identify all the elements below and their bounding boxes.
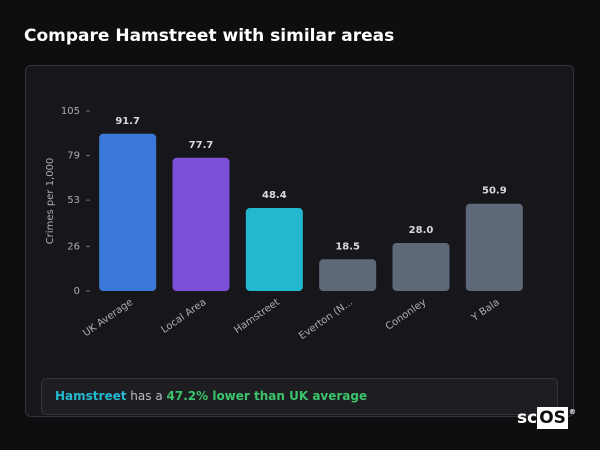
value-label: 77.7	[189, 140, 214, 151]
x-tick-label: Y Bala	[469, 297, 502, 324]
bar	[319, 259, 377, 291]
y-tick-label: 0	[74, 286, 80, 297]
summary-highlight: 47.2% lower than UK average	[166, 389, 368, 403]
summary: Hamstreet has a 47.2% lower than UK aver…	[41, 378, 558, 415]
y-tick-label: 105	[61, 106, 80, 117]
bar	[99, 133, 157, 291]
y-axis-label: Crimes per 1,000	[45, 158, 56, 245]
y-tick-label: 53	[67, 195, 80, 206]
bar	[465, 203, 523, 291]
value-label: 28.0	[409, 225, 434, 236]
logo-boxed: OS	[537, 407, 568, 429]
logo: sc OS ®	[517, 407, 576, 429]
page-title: Compare Hamstreet with similar areas	[24, 26, 395, 46]
value-label: 91.7	[115, 116, 140, 127]
value-label: 48.4	[262, 190, 287, 201]
x-tick-label: Local Area	[159, 297, 208, 336]
summary-text: has a	[130, 389, 163, 403]
summary-area: Hamstreet	[55, 389, 127, 403]
bar	[172, 157, 230, 291]
logo-mark: ®	[568, 408, 576, 416]
x-tick-label: UK Average	[81, 297, 135, 339]
bar	[392, 243, 450, 291]
bar	[245, 208, 303, 291]
y-tick-label: 26	[67, 241, 80, 252]
x-tick-label: Cononley	[384, 297, 429, 333]
value-label: 18.5	[335, 241, 360, 252]
x-tick-label: Hamstreet	[232, 297, 281, 336]
y-tick-label: 79	[67, 151, 80, 162]
logo-prefix: sc	[517, 408, 538, 428]
x-tick-label: Everton (N...	[297, 297, 355, 342]
value-label: 50.9	[482, 186, 507, 197]
